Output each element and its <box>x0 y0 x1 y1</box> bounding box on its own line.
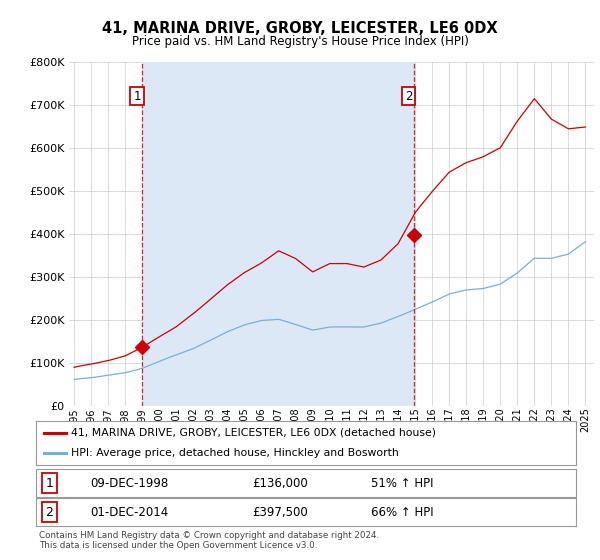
Text: 2: 2 <box>46 506 53 519</box>
Text: HPI: Average price, detached house, Hinckley and Bosworth: HPI: Average price, detached house, Hinc… <box>71 448 399 458</box>
Text: £136,000: £136,000 <box>252 477 308 490</box>
Text: 1: 1 <box>133 90 141 102</box>
Text: 66% ↑ HPI: 66% ↑ HPI <box>371 506 433 519</box>
Bar <box>142 62 413 406</box>
Text: Contains HM Land Registry data © Crown copyright and database right 2024.
This d: Contains HM Land Registry data © Crown c… <box>39 531 379 550</box>
Text: 01-DEC-2014: 01-DEC-2014 <box>90 506 168 519</box>
Text: 41, MARINA DRIVE, GROBY, LEICESTER, LE6 0DX (detached house): 41, MARINA DRIVE, GROBY, LEICESTER, LE6 … <box>71 428 436 438</box>
Text: £397,500: £397,500 <box>252 506 308 519</box>
Text: Price paid vs. HM Land Registry's House Price Index (HPI): Price paid vs. HM Land Registry's House … <box>131 35 469 48</box>
Text: 1: 1 <box>46 477 53 490</box>
Text: 2: 2 <box>405 90 412 102</box>
Text: 09-DEC-1998: 09-DEC-1998 <box>90 477 168 490</box>
Text: 41, MARINA DRIVE, GROBY, LEICESTER, LE6 0DX: 41, MARINA DRIVE, GROBY, LEICESTER, LE6 … <box>102 21 498 36</box>
Text: 51% ↑ HPI: 51% ↑ HPI <box>371 477 433 490</box>
